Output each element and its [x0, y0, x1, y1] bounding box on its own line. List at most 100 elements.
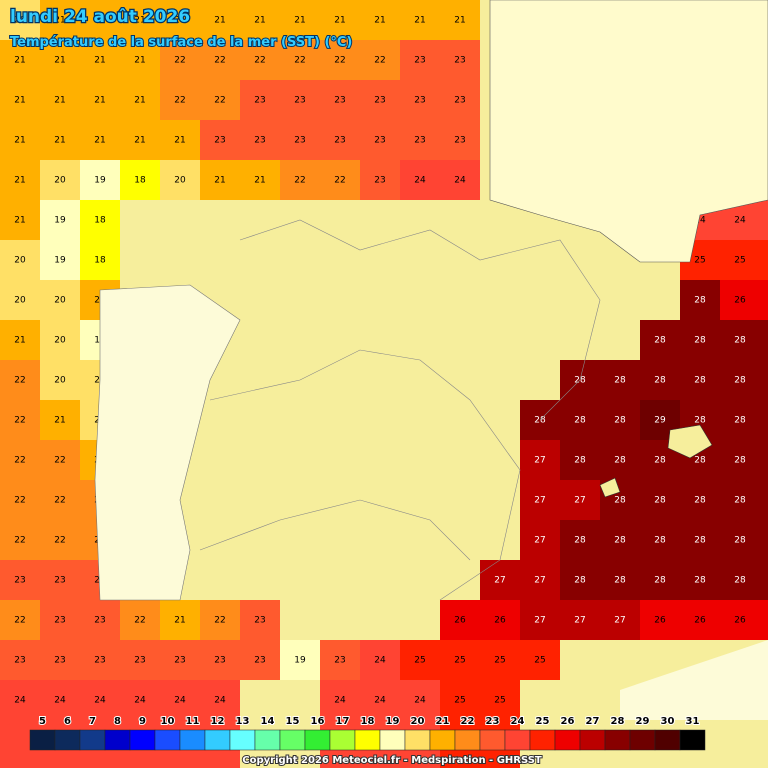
sst-cell	[0, 80, 40, 120]
sst-value: 22	[134, 616, 145, 626]
sst-value: 21	[454, 16, 465, 26]
sst-value: 28	[654, 576, 666, 586]
sst-cell	[600, 560, 640, 600]
sst-value: 21	[94, 96, 105, 106]
sst-cell	[280, 80, 320, 120]
sst-cell	[0, 120, 40, 160]
sst-value: 28	[694, 496, 706, 506]
sst-cell	[160, 40, 200, 80]
sst-value: 27	[534, 536, 545, 546]
legend-label: 6	[64, 716, 71, 727]
legend-label: 18	[361, 716, 375, 727]
sst-value: 22	[14, 456, 25, 466]
legend-label: 10	[161, 716, 175, 727]
sst-cell	[40, 600, 80, 640]
sst-cell	[40, 440, 80, 480]
sst-cell	[680, 320, 720, 360]
legend-swatch	[54, 729, 81, 751]
sst-value: 24	[94, 696, 106, 706]
sst-cell	[400, 40, 440, 80]
sst-cell	[440, 120, 480, 160]
legend-label: 30	[661, 716, 675, 727]
sst-value: 22	[334, 176, 345, 186]
sst-cell	[0, 240, 40, 280]
sst-value: 27	[614, 616, 625, 626]
sst-cell	[0, 520, 40, 560]
sst-cell	[360, 120, 400, 160]
sst-cell	[720, 320, 768, 360]
sst-cell	[600, 600, 640, 640]
sst-cell	[560, 440, 600, 480]
sst-value: 21	[214, 16, 225, 26]
sst-value: 23	[374, 176, 385, 186]
sst-value: 23	[14, 576, 25, 586]
sst-cell	[0, 400, 40, 440]
sst-value: 27	[534, 616, 545, 626]
sst-value: 23	[454, 136, 465, 146]
sst-cell	[560, 600, 600, 640]
sst-cell	[520, 440, 560, 480]
sst-value: 23	[334, 656, 345, 666]
sst-value: 23	[454, 56, 465, 66]
sst-value: 23	[334, 96, 345, 106]
sst-cell	[0, 640, 40, 680]
sst-value: 21	[94, 16, 105, 26]
sst-value: 29	[654, 416, 666, 426]
sst-value: 27	[574, 496, 585, 506]
sst-value: 21	[134, 136, 145, 146]
sst-cell	[480, 560, 520, 600]
legend-label: 24	[511, 716, 525, 727]
sst-cell	[240, 120, 280, 160]
sst-value: 24	[14, 696, 26, 706]
legend-label: 21	[436, 716, 450, 727]
sst-cell	[160, 120, 200, 160]
sst-value: 23	[94, 616, 105, 626]
sst-value: 24	[694, 216, 706, 226]
sst-cell	[280, 120, 320, 160]
sst-value: 28	[694, 336, 706, 346]
sst-value: 28	[654, 496, 666, 506]
sst-cell	[120, 640, 160, 680]
sst-value: 22	[14, 376, 25, 386]
sst-cell	[280, 0, 320, 40]
legend-swatch	[229, 729, 256, 751]
sst-cell	[720, 440, 768, 480]
sst-value: 23	[334, 136, 345, 146]
sst-value: 23	[54, 616, 65, 626]
sst-value: 20	[14, 256, 26, 266]
sst-value: 21	[14, 216, 25, 226]
sst-cell	[40, 120, 80, 160]
sst-cell	[720, 480, 768, 520]
sst-cell	[280, 640, 320, 680]
sst-cell	[120, 600, 160, 640]
sst-cell	[640, 520, 680, 560]
sst-cell	[720, 600, 768, 640]
sst-cell	[320, 40, 360, 80]
sst-value: 28	[694, 376, 706, 386]
sst-cell	[720, 560, 768, 600]
legend-label: 19	[386, 716, 400, 727]
sst-cell	[40, 640, 80, 680]
sst-value: 28	[654, 456, 666, 466]
sst-cell	[120, 120, 160, 160]
sst-cell	[40, 520, 80, 560]
sst-cell	[80, 640, 120, 680]
sst-value: 26	[454, 616, 466, 626]
sst-value: 25	[534, 656, 545, 666]
sst-cell	[0, 0, 40, 40]
legend-swatch	[254, 729, 281, 751]
sst-cell	[40, 560, 80, 600]
sst-cell	[0, 680, 40, 768]
sst-cell	[680, 280, 720, 320]
sst-value: 21	[254, 176, 265, 186]
sst-value: 26	[694, 616, 706, 626]
sst-value: 22	[14, 416, 25, 426]
sst-value: 23	[54, 656, 65, 666]
sst-value: 24	[174, 696, 186, 706]
sst-cell	[40, 360, 80, 400]
sst-cell	[640, 480, 680, 520]
sst-cell	[440, 600, 480, 640]
sst-cell	[240, 0, 280, 40]
sst-value: 23	[134, 656, 145, 666]
